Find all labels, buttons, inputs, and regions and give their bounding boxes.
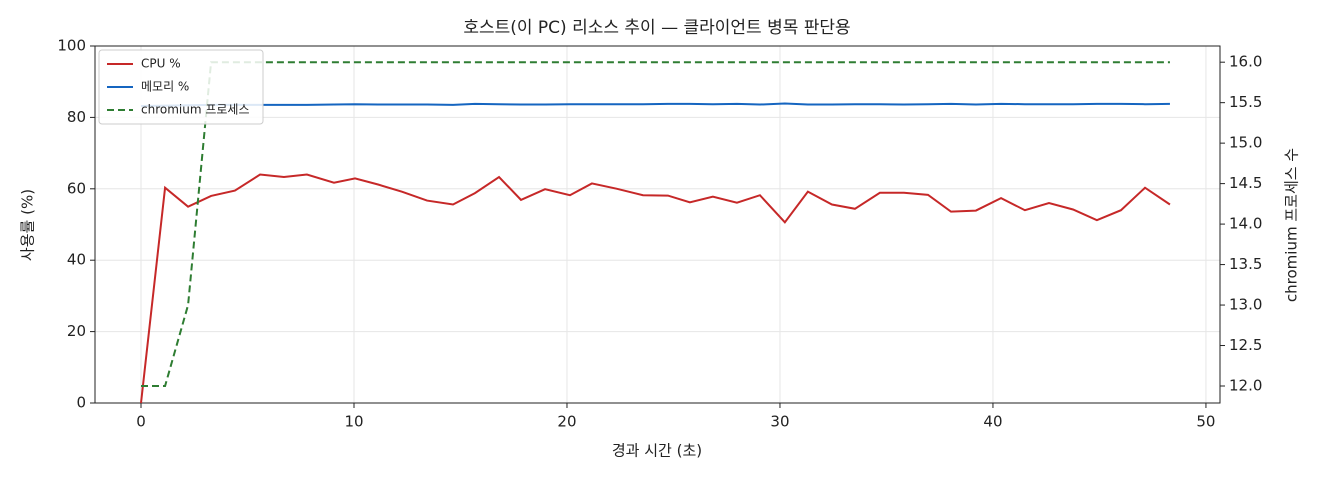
legend: CPU % 메모리 % chromium 프로세스 [98, 49, 264, 125]
plot-frame [94, 45, 1221, 404]
y-tick-label: 40 [67, 251, 86, 269]
y-tick-label: 20 [67, 322, 86, 340]
legend-label: 메모리 % [141, 80, 189, 94]
y2-tick-label: 12.0 [1229, 377, 1262, 395]
y2-tick-label: 12.5 [1229, 336, 1262, 354]
x-tick-label: 50 [1196, 413, 1215, 431]
y2-tick-label: 15.5 [1229, 93, 1262, 111]
data-line [141, 61, 1170, 387]
legend-box [98, 49, 264, 125]
y2-tick-label: 14.5 [1229, 174, 1262, 192]
x-tick-label: 20 [557, 413, 576, 431]
x-tick-label: 10 [344, 413, 363, 431]
legend-label: chromium 프로세스 [141, 103, 250, 117]
chart-title: 호스트(이 PC) 리소스 추이 — 클라이언트 병목 판단용 [463, 18, 850, 38]
y-tick-label: 100 [57, 37, 86, 55]
x-tick-label: 40 [983, 413, 1002, 431]
data-line [140, 102, 1170, 107]
y2-axis-label: chromium 프로세스 수 [1283, 148, 1301, 302]
y2-tick-label: 15.0 [1229, 134, 1262, 152]
y-tick-label: 80 [67, 108, 86, 126]
legend-label: CPU % [141, 57, 181, 71]
x-axis-label: 경과 시간 (초) [612, 442, 702, 460]
x-tick-label: 30 [770, 413, 789, 431]
y2-tick-label: 13.0 [1229, 296, 1262, 314]
y2-tick-label: 13.5 [1229, 255, 1262, 273]
y-axis-label: 사용률 (%) [19, 189, 37, 261]
y-tick-label: 60 [67, 179, 86, 197]
x-tick-label: 0 [136, 413, 146, 431]
y-tick-label: 0 [76, 394, 86, 412]
y2-tick-label: 14.0 [1229, 215, 1262, 233]
y2-tick-label: 16.0 [1229, 53, 1262, 71]
data-line [140, 173, 1171, 404]
